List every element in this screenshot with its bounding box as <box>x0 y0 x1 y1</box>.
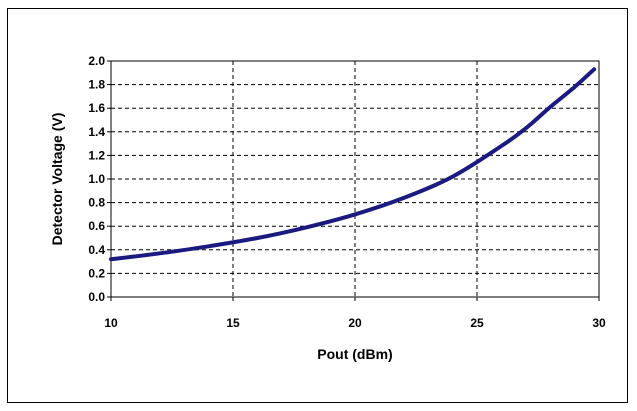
grid <box>111 60 599 297</box>
y-tick-label: 1.6 <box>88 101 105 115</box>
series-layer <box>109 67 597 262</box>
y-tick-label: 1.0 <box>88 172 105 186</box>
x-tick-label: 25 <box>470 316 484 330</box>
series-line <box>109 67 597 262</box>
y-tick-label: 1.8 <box>88 78 105 92</box>
x-tick-label: 10 <box>104 316 118 330</box>
y-tick-label: 0.4 <box>88 243 105 257</box>
y-tick-label: 0.0 <box>88 290 105 304</box>
y-tick-label: 0.6 <box>88 219 105 233</box>
x-axis-title: Pout (dBm) <box>317 346 392 362</box>
y-tick-label: 1.2 <box>88 148 105 162</box>
y-tick-label: 0.8 <box>88 196 105 210</box>
y-tick-label: 2.0 <box>88 54 105 68</box>
x-tick-label: 15 <box>226 316 240 330</box>
y-tick-label: 1.4 <box>88 125 105 139</box>
x-tick-label: 20 <box>348 316 362 330</box>
y-tick-label: 0.2 <box>88 266 105 280</box>
y-axis-ticks: 0.0 0.2 0.4 0.6 0.8 1.0 1.2 1.4 1.6 1.8 2.0 <box>88 54 111 304</box>
x-tick-label: 30 <box>592 316 606 330</box>
y-axis-title: Detector Voltage (V) <box>49 113 65 246</box>
x-axis-ticks: 10 15 20 25 30 <box>104 297 606 330</box>
